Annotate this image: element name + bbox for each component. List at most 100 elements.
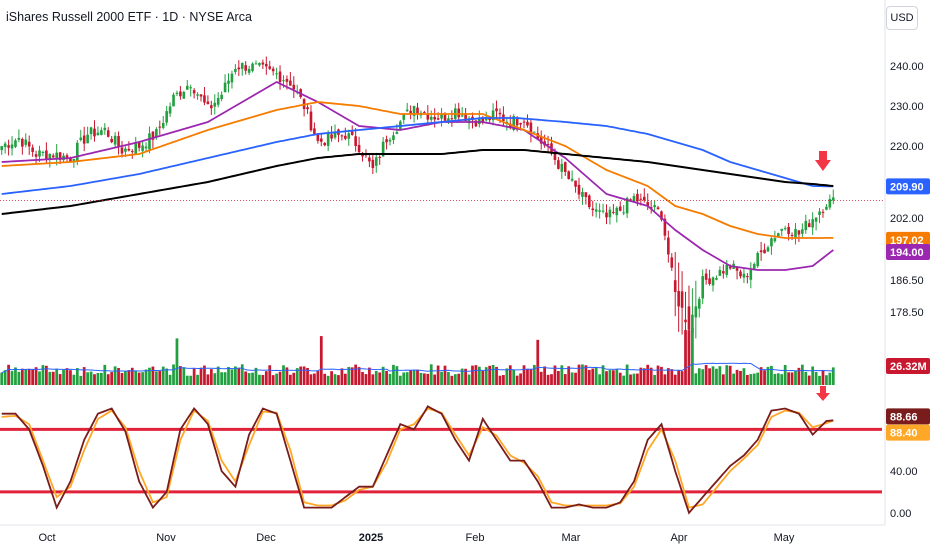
candle-body	[529, 122, 533, 135]
candle	[199, 94, 203, 102]
volume-bar	[409, 370, 413, 385]
candle	[804, 214, 808, 234]
candle-body	[258, 63, 261, 66]
price-axis[interactable]: 240.00 230.00 220.00 202.00 186.50 178.50	[884, 0, 924, 525]
candle-body	[780, 228, 784, 231]
volume-bar	[364, 374, 368, 385]
ma50-value-tag-text: 197.02	[890, 235, 924, 247]
candle	[182, 90, 186, 99]
candle-body	[82, 135, 86, 144]
candle-body	[361, 154, 364, 157]
volume-bar	[299, 366, 303, 385]
candle	[471, 112, 474, 129]
candle-body	[210, 105, 213, 109]
candle-body	[814, 217, 818, 222]
candle-body	[553, 153, 557, 161]
candle-body	[546, 144, 550, 146]
candle	[141, 141, 144, 158]
candle	[673, 252, 677, 317]
price-tick-label: 202.00	[890, 213, 924, 225]
volume-bar	[728, 365, 732, 385]
candle-body	[570, 178, 574, 181]
candle-body	[179, 91, 182, 97]
candle-body	[31, 147, 34, 152]
candle-body	[680, 291, 684, 308]
candle-body	[227, 80, 230, 84]
volume-bar	[282, 365, 285, 385]
currency-button[interactable]: USD	[886, 6, 918, 30]
candle	[185, 80, 189, 90]
candle	[72, 158, 76, 168]
candle	[656, 205, 660, 210]
candle-body	[306, 107, 309, 110]
volume-bar	[443, 365, 447, 385]
candle-body	[526, 121, 529, 126]
candle-body	[656, 207, 660, 210]
volume-bar	[687, 330, 691, 385]
candle-body	[220, 94, 223, 100]
candle	[770, 237, 773, 255]
candle-body	[124, 148, 127, 152]
volume-bar	[721, 374, 725, 385]
volume-value-tag-box	[886, 358, 930, 374]
volume-bar	[3, 370, 7, 385]
candle-body	[498, 112, 502, 115]
volume-bar	[474, 365, 478, 385]
candle-body	[684, 319, 687, 323]
volume-bar	[82, 367, 86, 385]
candle	[780, 228, 784, 236]
candle-body	[629, 199, 632, 201]
candle	[429, 110, 433, 123]
volume-bar	[48, 371, 52, 385]
price-tick-label: 220.00	[890, 141, 924, 153]
volume-bar	[158, 371, 162, 385]
candle	[10, 136, 14, 156]
candle	[601, 203, 605, 214]
volume-bar	[776, 373, 780, 385]
candle-body	[381, 141, 385, 157]
candle-body	[821, 211, 825, 213]
volume-bar	[546, 374, 550, 385]
candle	[227, 73, 230, 93]
candle-body	[196, 94, 199, 96]
candle-body	[206, 101, 210, 105]
candle-body	[598, 210, 601, 212]
stochastic-axis[interactable]: 40.00 0.00	[890, 466, 918, 520]
candle-body	[72, 158, 76, 163]
volume-bar	[148, 367, 151, 385]
candle	[814, 217, 818, 231]
volume-bar	[512, 369, 516, 385]
candle	[574, 180, 577, 193]
volume-bar	[484, 367, 488, 385]
candle	[807, 219, 811, 228]
volume-bar	[539, 371, 543, 385]
candle-body	[234, 69, 237, 72]
time-axis[interactable]: Oct Nov Dec 2025 Feb Mar Apr May	[0, 524, 885, 544]
candle	[378, 155, 382, 165]
volume-bar	[422, 373, 426, 385]
candle-body	[577, 184, 581, 195]
candle-body	[371, 159, 375, 168]
candle-body	[642, 196, 646, 201]
candle	[165, 105, 168, 126]
ma20-value-tag: 194.00	[886, 244, 930, 260]
candle-body	[801, 229, 804, 234]
candle-body	[429, 116, 433, 120]
candle	[526, 114, 529, 128]
candle	[739, 269, 742, 279]
volume-bar	[450, 375, 454, 385]
candle-body	[185, 85, 189, 90]
volume-bar	[804, 371, 808, 385]
volume-bar	[749, 374, 753, 385]
candle	[230, 70, 234, 89]
candle-body	[773, 238, 777, 242]
volume-bar	[828, 372, 832, 385]
candle-body	[45, 150, 48, 160]
volume-bar	[172, 364, 175, 385]
volume-bar	[653, 375, 656, 385]
candle	[718, 266, 722, 277]
volume-bar	[673, 374, 677, 385]
candle	[371, 153, 375, 175]
